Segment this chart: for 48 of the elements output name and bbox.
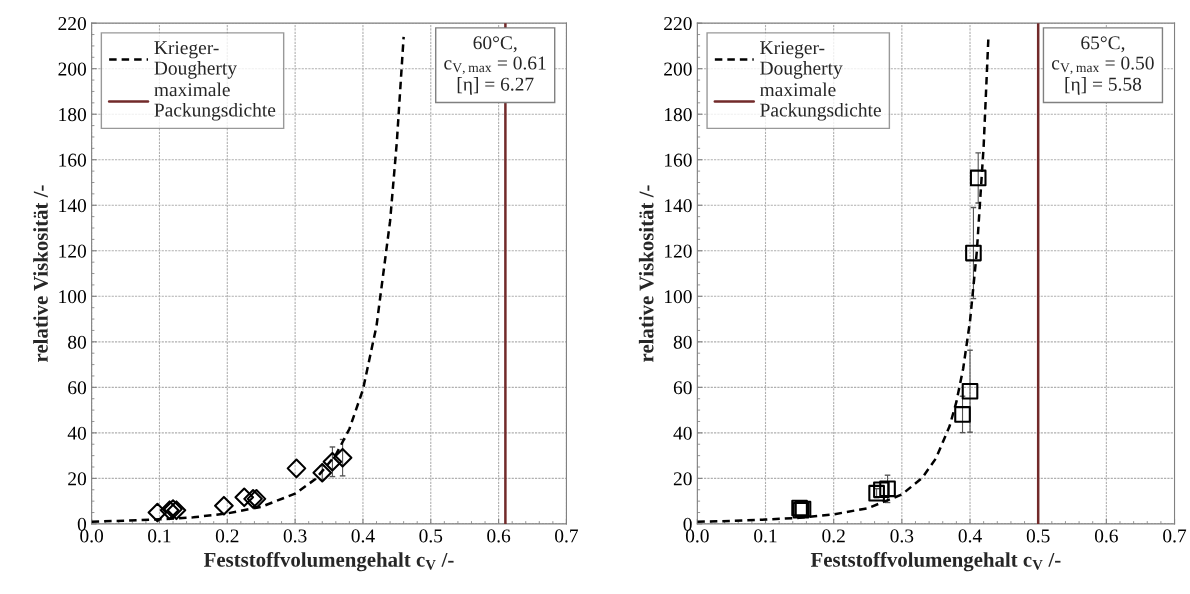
x-tick-label: 0.4 xyxy=(958,529,982,543)
x-axis-title: Feststoffvolumengehalt c$_{V}$ /- xyxy=(203,551,454,572)
x-tick-label: 0.1 xyxy=(754,529,777,543)
text: 60°C, c$_{V,max}$ = 0.61 [η] = 6.27 xyxy=(444,36,546,95)
x-tick-label: 0.3 xyxy=(283,529,307,543)
y-tick-label: 20 xyxy=(68,472,87,486)
y-tick-label: 60 xyxy=(673,381,692,395)
x-tick-label: 0.5 xyxy=(419,529,443,543)
y-tick-label: 20 xyxy=(673,472,692,486)
x-tick-label: 0.6 xyxy=(487,529,511,543)
y-tick-label: 60 xyxy=(68,381,87,395)
y-tick-label: 220 xyxy=(664,16,692,31)
y-tick-label: 160 xyxy=(59,153,87,167)
y-tick-label: 0 xyxy=(683,517,692,531)
y-axis-title: relative Viskosität /- xyxy=(638,185,654,362)
x-tick-label: 0.1 xyxy=(148,529,171,543)
x-axis-title: Feststoffvolumengehalt c$_{V}$ /- xyxy=(810,551,1061,572)
y-tick-label: 180 xyxy=(665,108,692,122)
x-tick-label: 0.7 xyxy=(1163,529,1187,543)
y-tick-label: 140 xyxy=(665,199,692,213)
x-tick-label: 0.5 xyxy=(1026,529,1050,543)
x-tick-label: 0.4 xyxy=(351,529,375,543)
x-tick-label: 0.2 xyxy=(822,529,845,543)
x-tick-label: 0.0 xyxy=(685,529,709,543)
y-tick-label: 100 xyxy=(665,290,692,304)
y-tick-label: 140 xyxy=(59,199,87,213)
legend-label: maximale Packungsdichte xyxy=(759,82,881,121)
x-tick-label: 0.6 xyxy=(1094,529,1118,543)
y-tick-label: 200 xyxy=(664,62,692,76)
x-tick-label: 0.3 xyxy=(890,529,914,543)
y-tick-label: 120 xyxy=(665,244,692,258)
y-tick-label: 220 xyxy=(58,16,87,31)
x-tick-label: 0.7 xyxy=(555,529,579,543)
y-tick-label: 100 xyxy=(59,290,87,304)
y-tick-label: 80 xyxy=(68,335,87,349)
y-tick-label: 80 xyxy=(673,335,692,349)
x-tick-label: 0.2 xyxy=(215,529,239,543)
y-axis-title: relative Viskosität /- xyxy=(33,185,48,362)
y-tick-label: 120 xyxy=(59,244,87,258)
legend-label: maximale Packungsdichte xyxy=(154,82,276,121)
y-tick-label: 200 xyxy=(58,62,87,76)
y-tick-label: 0 xyxy=(77,517,87,531)
x-tick-label: 0.0 xyxy=(80,529,104,543)
y-tick-label: 40 xyxy=(673,426,692,440)
y-tick-label: 40 xyxy=(67,426,87,440)
y-tick-label: 160 xyxy=(665,153,692,167)
text: 65°C, c$_{V,max}$ = 0.50 [η] = 5.58 xyxy=(1051,36,1154,95)
y-tick-label: 180 xyxy=(59,108,87,122)
